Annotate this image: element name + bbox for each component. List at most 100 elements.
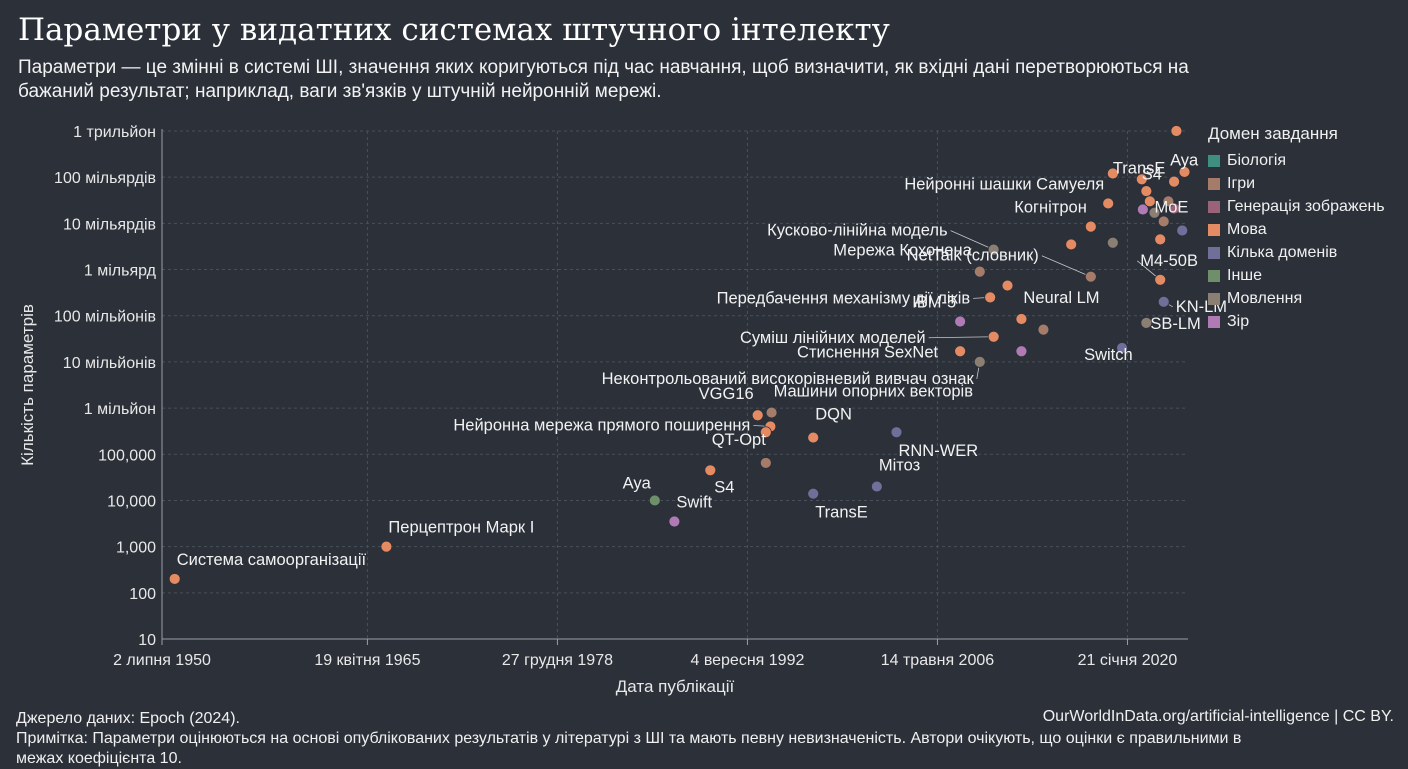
data-point	[1106, 236, 1119, 249]
point-label: M4-50B	[1140, 252, 1198, 270]
data-point	[1168, 175, 1180, 188]
x-tick-label: 27 грудня 1978	[502, 652, 613, 669]
legend-label: Кілька доменів	[1227, 243, 1338, 261]
point-label: Кусково-лінійна модель	[767, 222, 948, 240]
url-text[interactable]: OurWorldInData.org/artificial-intelligen…	[1042, 708, 1394, 725]
legend-label: Зір	[1227, 312, 1250, 330]
data-point	[954, 345, 967, 358]
data-point	[759, 457, 772, 469]
point-label: Switch	[1084, 346, 1133, 364]
point-label: Машини опорних векторів	[774, 383, 974, 401]
data-point	[168, 573, 181, 585]
data-point	[1154, 233, 1167, 246]
legend-label: Інше	[1227, 266, 1263, 284]
legend-label: Ігри	[1227, 174, 1256, 192]
legend-swatch	[1208, 315, 1220, 328]
legend-item[interactable]: Інше	[1208, 264, 1385, 287]
data-point	[1154, 273, 1167, 286]
x-tick-label: 14 травня 2006	[881, 652, 995, 669]
legend-label: Біологія	[1227, 151, 1287, 169]
data-point	[807, 431, 820, 444]
point-label: QT-Opt	[712, 431, 767, 449]
data-point	[1136, 203, 1149, 216]
data-point	[807, 487, 820, 500]
point-label: Стиснення SexNet	[797, 343, 938, 361]
data-point	[1015, 313, 1028, 325]
legend-swatch	[1208, 269, 1220, 282]
x-tick-label: 21 січня 2020	[1078, 652, 1178, 669]
data-point	[1140, 185, 1153, 197]
data-point	[759, 426, 772, 439]
data-point	[1001, 279, 1014, 292]
point-label: MoE	[1154, 199, 1188, 217]
data-point	[954, 315, 967, 328]
point-label: DQN	[815, 406, 852, 424]
point-label: Neural LM	[1023, 289, 1099, 307]
data-point	[973, 356, 986, 368]
data-point	[1084, 220, 1097, 233]
point-label: IBM-5	[912, 293, 956, 311]
y-tick-label: 10 мільярдів	[63, 216, 156, 233]
legend-item[interactable]: Біологія	[1208, 149, 1385, 172]
point-label: Когнітрон	[1014, 199, 1087, 217]
data-point	[1148, 206, 1161, 219]
data-point	[1170, 125, 1183, 137]
chart-subtitle: Параметри — це змінні в системі ШІ, знач…	[18, 57, 1189, 102]
data-point	[1176, 224, 1189, 237]
y-tick-label: 10 мільйонів	[63, 355, 156, 372]
note-text: Примітка: Параметри оцінюються на основі…	[16, 730, 1242, 767]
data-point	[984, 291, 997, 304]
data-point	[1157, 215, 1170, 228]
point-label: SB-LM	[1150, 315, 1200, 333]
point-label: Aya	[623, 474, 652, 492]
point-label: Aya	[1170, 152, 1199, 170]
data-point	[1143, 195, 1156, 208]
legend-swatch	[1208, 292, 1220, 305]
point-label: Суміш лінійних моделей	[740, 329, 926, 347]
axes: 10 100 1,000 10,000 100,000 1 мільйон 10 мільй…	[18, 124, 1188, 696]
point-labels: Система самоорганізації Перцептрон Марк I…	[177, 152, 1227, 569]
y-tick-label: 1,000	[116, 540, 156, 557]
legend-label: Мовлення	[1227, 289, 1303, 307]
point-label: S4	[1142, 165, 1162, 183]
y-tick-label: 10	[138, 632, 156, 649]
data-point	[1178, 166, 1191, 178]
data-point	[1135, 173, 1148, 186]
point-label: Нейронна мережа прямого поширення	[453, 416, 750, 434]
data-point	[765, 406, 778, 419]
point-label: Мітоз	[879, 457, 920, 475]
data-point	[987, 243, 1000, 256]
chart-title: Параметри у видатних системах штучного і…	[18, 12, 890, 48]
x-tick-label: 2 липня 1950	[113, 652, 211, 669]
legend-label: Генерація зображень	[1227, 197, 1385, 215]
data-point	[870, 480, 883, 493]
data-point	[1015, 345, 1028, 358]
point-label: VGG16	[699, 385, 754, 403]
legend-swatch	[1208, 177, 1220, 190]
point-label: Неконтрольований високорівневий вивчач о…	[602, 370, 975, 388]
data-point	[1106, 167, 1119, 180]
data-point	[1162, 195, 1175, 208]
point-label: Передбачення механізму дії ліків	[717, 289, 971, 307]
data-point	[987, 330, 1000, 343]
y-tick-label: 100,000	[98, 447, 156, 464]
legend-item[interactable]: Ігри	[1208, 172, 1385, 195]
legend-item[interactable]: Мова	[1208, 218, 1385, 241]
point-label: Перцептрон Марк I	[388, 519, 534, 537]
legend-item[interactable]: Мовлення	[1208, 287, 1385, 310]
y-tick-label: 100 мільярдів	[54, 170, 156, 187]
y-tick-label: 100 мільйонів	[54, 309, 156, 326]
legend-item[interactable]: Зір	[1208, 310, 1385, 333]
legend-label: Мова	[1227, 220, 1267, 238]
y-tick-label: 100	[129, 586, 156, 603]
label-leader-line	[928, 336, 994, 339]
y-tick-label: 10,000	[107, 493, 156, 510]
y-axis-title: Кількість параметрів	[18, 304, 37, 466]
point-label: Мережа Кохонена	[833, 242, 972, 260]
data-points	[168, 125, 1191, 585]
point-label: Нейронні шашки Самуеля	[904, 175, 1104, 193]
legend-item[interactable]: Генерація зображень	[1208, 195, 1385, 218]
x-tick-label: 4 вересня 1992	[690, 652, 804, 669]
label-leader-line	[950, 230, 994, 250]
legend-item[interactable]: Кілька доменів	[1208, 241, 1385, 264]
